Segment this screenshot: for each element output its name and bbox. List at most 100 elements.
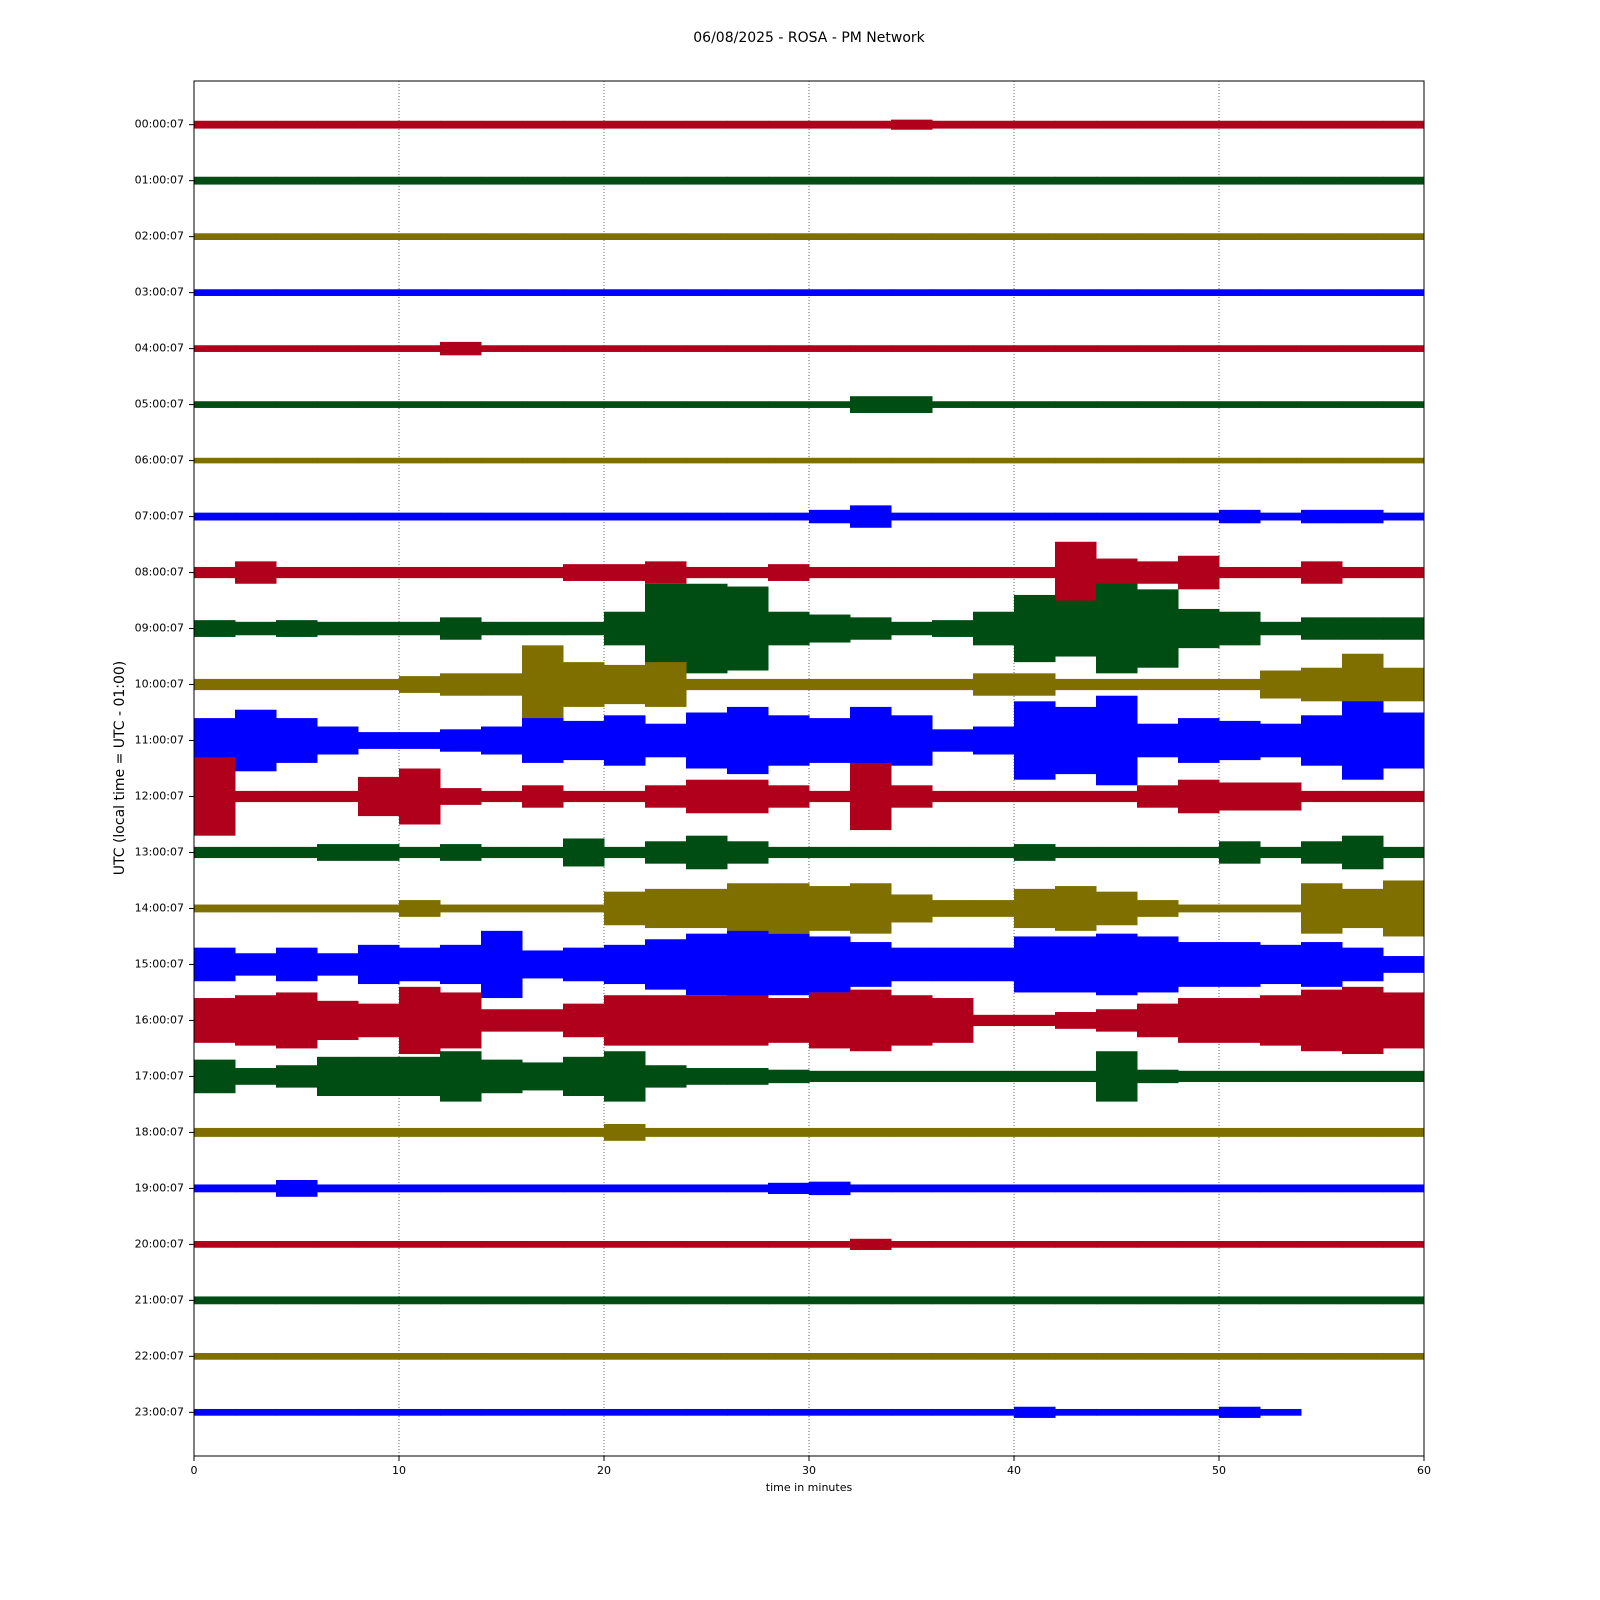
trace-segment — [276, 1241, 318, 1248]
trace-segment — [399, 512, 441, 521]
trace-segment — [1219, 457, 1261, 464]
trace-segment — [686, 566, 728, 579]
trace-segment — [1137, 457, 1179, 464]
trace-segment — [481, 176, 523, 185]
trace-segment — [1301, 1127, 1343, 1137]
trace-segment — [809, 678, 851, 691]
trace-segment — [276, 992, 318, 1049]
trace-segment — [768, 120, 810, 129]
trace-segment — [358, 1241, 400, 1248]
trace-segment — [235, 457, 277, 464]
trace-segment — [973, 345, 1015, 352]
trace-segment — [1137, 561, 1179, 584]
trace-segment — [1055, 1127, 1097, 1137]
trace-segment — [522, 1408, 564, 1416]
trace-segment — [891, 678, 933, 691]
trace-segment — [522, 785, 564, 808]
trace-segment — [440, 1352, 482, 1360]
trace-segment — [1178, 233, 1220, 240]
trace-segment — [358, 1127, 400, 1137]
trace-segment — [604, 1296, 646, 1305]
trace-segment — [850, 1238, 892, 1250]
trace-segment — [604, 289, 646, 296]
trace-segment — [809, 992, 851, 1049]
trace-segment — [727, 1241, 769, 1248]
trace-segment — [317, 1352, 359, 1360]
trace-segment — [440, 844, 482, 861]
trace-segment — [235, 176, 277, 185]
trace-segment — [481, 904, 523, 913]
trace-segment — [645, 995, 687, 1046]
trace-segment — [194, 904, 236, 913]
trace-segment — [727, 1068, 769, 1085]
trace-segment — [604, 564, 646, 581]
trace-segment — [194, 947, 236, 982]
trace-segment — [358, 1184, 400, 1193]
trace-segment — [1055, 541, 1097, 604]
trace-segment — [1178, 1184, 1220, 1193]
trace-segment — [399, 846, 441, 859]
trace-segment — [932, 998, 974, 1043]
trace-segment — [1096, 1241, 1138, 1248]
trace-segment — [1342, 986, 1384, 1055]
y-tick-label: 12:00:07 — [135, 789, 184, 802]
trace-segment — [1014, 1014, 1056, 1027]
trace-segment — [1178, 678, 1220, 691]
trace-segment — [604, 944, 646, 985]
trace-segment — [891, 289, 933, 296]
trace-segment — [1301, 883, 1343, 934]
trace-segment — [686, 176, 728, 185]
trace-segment — [1383, 1296, 1425, 1305]
trace-segment — [1301, 667, 1343, 702]
trace-segment — [727, 1184, 769, 1193]
trace-segment — [358, 944, 400, 985]
trace-segment — [1301, 1070, 1343, 1083]
trace-segment — [1096, 1009, 1138, 1032]
trace-segment — [317, 345, 359, 352]
trace-segment — [727, 512, 769, 521]
trace-segment — [932, 790, 974, 803]
trace-segment — [1301, 989, 1343, 1052]
trace-segment — [645, 176, 687, 185]
trace-segment — [727, 1352, 769, 1360]
trace-segment — [1055, 600, 1097, 657]
trace-segment — [1014, 1184, 1056, 1193]
trace-segment — [604, 401, 646, 408]
trace-segment — [1342, 835, 1384, 870]
x-tick-label: 30 — [802, 1464, 816, 1477]
trace-segment — [563, 176, 605, 185]
trace-segment — [891, 621, 933, 636]
trace-segment — [481, 120, 523, 129]
trace-segment — [1342, 1070, 1384, 1083]
trace-segment — [235, 120, 277, 129]
x-tick-label: 0 — [191, 1464, 198, 1477]
trace-segment — [973, 1408, 1015, 1416]
trace-segment — [317, 726, 359, 755]
trace-segment — [1137, 589, 1179, 668]
trace-segment — [1178, 120, 1220, 129]
trace-segment — [1055, 176, 1097, 185]
trace-segment — [850, 345, 892, 352]
trace-segment — [891, 1296, 933, 1305]
trace-segment — [276, 457, 318, 464]
trace-segment — [604, 176, 646, 185]
trace-segment — [1055, 1296, 1097, 1305]
trace-segment — [235, 678, 277, 691]
trace-segment — [1219, 176, 1261, 185]
trace-segment — [932, 457, 974, 464]
trace-segment — [440, 788, 482, 805]
x-tick-label: 60 — [1417, 1464, 1431, 1477]
trace-segment — [563, 1056, 605, 1097]
trace-segment — [235, 904, 277, 913]
trace-segment — [1137, 1408, 1179, 1416]
trace-segment — [768, 715, 810, 766]
trace-segment — [973, 673, 1015, 696]
trace-segment — [645, 345, 687, 352]
trace-segment — [481, 726, 523, 755]
trace-segment — [399, 120, 441, 129]
trace-segment — [1219, 720, 1261, 761]
trace-segment — [1178, 779, 1220, 814]
trace-segment — [522, 176, 564, 185]
trace-segment — [522, 904, 564, 913]
trace-segment — [973, 512, 1015, 521]
